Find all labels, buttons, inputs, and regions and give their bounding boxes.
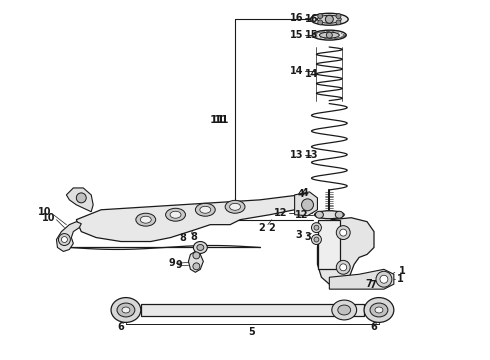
- Ellipse shape: [194, 242, 207, 253]
- Ellipse shape: [230, 203, 241, 210]
- Text: 15: 15: [305, 30, 318, 40]
- Circle shape: [336, 20, 341, 25]
- Text: 1: 1: [397, 274, 404, 284]
- Text: 2: 2: [258, 222, 265, 233]
- Text: 7: 7: [365, 279, 372, 289]
- Circle shape: [380, 275, 388, 283]
- Text: 15: 15: [290, 30, 303, 40]
- Polygon shape: [294, 192, 318, 216]
- Ellipse shape: [364, 298, 394, 323]
- Polygon shape: [66, 188, 93, 212]
- Circle shape: [193, 263, 200, 270]
- Circle shape: [325, 15, 333, 23]
- Ellipse shape: [225, 201, 245, 213]
- Ellipse shape: [332, 300, 357, 320]
- Circle shape: [376, 271, 392, 287]
- Ellipse shape: [196, 203, 215, 216]
- Text: 14: 14: [290, 66, 303, 76]
- Text: 14: 14: [305, 69, 318, 79]
- Text: 6: 6: [370, 322, 377, 332]
- Ellipse shape: [313, 30, 346, 40]
- Ellipse shape: [200, 206, 211, 213]
- Text: 12: 12: [294, 210, 308, 220]
- Text: 4: 4: [297, 189, 304, 199]
- Circle shape: [58, 234, 71, 246]
- Text: 16: 16: [305, 14, 318, 24]
- Circle shape: [301, 199, 314, 211]
- Text: 1: 1: [399, 266, 406, 276]
- Circle shape: [318, 14, 323, 19]
- Text: 9: 9: [169, 258, 175, 268]
- Ellipse shape: [319, 32, 339, 38]
- Ellipse shape: [122, 307, 130, 313]
- Ellipse shape: [140, 216, 151, 223]
- Polygon shape: [329, 269, 394, 289]
- Text: 4: 4: [301, 188, 308, 198]
- Ellipse shape: [170, 211, 181, 218]
- Text: 6: 6: [118, 322, 124, 332]
- Ellipse shape: [316, 211, 323, 218]
- Text: 10: 10: [42, 213, 55, 223]
- Text: 11: 11: [213, 116, 229, 126]
- Bar: [318, 220, 340, 269]
- Ellipse shape: [335, 211, 343, 218]
- Text: 13: 13: [290, 150, 303, 160]
- Circle shape: [76, 193, 86, 203]
- Ellipse shape: [311, 13, 348, 25]
- Text: 8: 8: [191, 231, 197, 242]
- Text: 7: 7: [369, 280, 376, 290]
- Ellipse shape: [312, 235, 321, 244]
- Polygon shape: [189, 251, 203, 272]
- Text: 8: 8: [179, 233, 187, 243]
- Circle shape: [336, 260, 350, 274]
- Text: 5: 5: [248, 327, 255, 337]
- Text: 9: 9: [175, 260, 182, 270]
- Ellipse shape: [166, 208, 185, 221]
- Circle shape: [326, 32, 332, 38]
- Text: 16: 16: [290, 13, 303, 23]
- Ellipse shape: [318, 15, 341, 23]
- Ellipse shape: [314, 225, 319, 230]
- Text: 13: 13: [305, 150, 318, 160]
- Ellipse shape: [136, 213, 156, 226]
- Text: 10: 10: [38, 207, 51, 217]
- Circle shape: [336, 226, 350, 239]
- Ellipse shape: [117, 303, 135, 317]
- Ellipse shape: [197, 244, 204, 251]
- Circle shape: [61, 237, 68, 243]
- Ellipse shape: [338, 305, 351, 315]
- Ellipse shape: [312, 223, 321, 233]
- Text: 2: 2: [268, 222, 274, 233]
- Circle shape: [340, 229, 347, 236]
- Ellipse shape: [375, 307, 383, 313]
- Ellipse shape: [315, 211, 344, 219]
- Bar: [141, 304, 364, 316]
- Circle shape: [336, 14, 341, 19]
- Text: 3: 3: [296, 230, 302, 239]
- Ellipse shape: [370, 303, 388, 317]
- Circle shape: [193, 252, 200, 259]
- Text: 3: 3: [305, 231, 311, 242]
- Text: 12: 12: [274, 208, 288, 218]
- Ellipse shape: [314, 237, 319, 242]
- Circle shape: [340, 264, 347, 271]
- Ellipse shape: [111, 298, 141, 323]
- Polygon shape: [76, 195, 305, 242]
- Polygon shape: [318, 218, 374, 284]
- Polygon shape: [56, 222, 81, 251]
- Text: 11: 11: [210, 116, 225, 126]
- Circle shape: [318, 20, 323, 25]
